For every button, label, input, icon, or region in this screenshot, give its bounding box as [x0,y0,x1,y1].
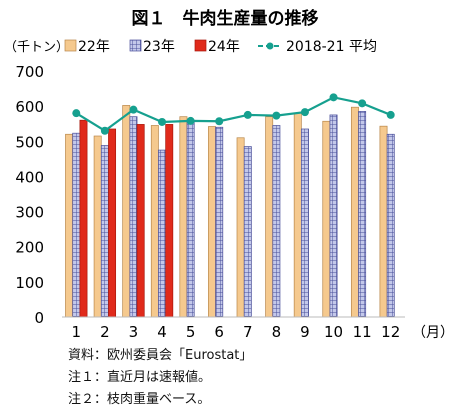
x-tick-label: 10 [324,323,343,341]
average-point [129,105,138,114]
legend-label: 2018-21 平均 [286,39,377,55]
legend-swatch [129,39,142,52]
bar [386,133,395,318]
x-tick-label: 3 [129,323,139,341]
bar [108,128,117,318]
average-point [243,110,252,119]
bars [65,105,395,318]
y-tick-label: 400 [15,168,44,186]
x-axis-ticks: 1 2 3 4 5 6 7 8 9 10 11 12 [72,323,401,341]
legend-swatch [64,39,77,52]
bar [329,114,338,318]
y-tick-label: 100 [15,274,44,292]
bar [358,111,367,318]
x-axis-label: （月） [412,325,450,341]
y-axis-ticks: 0 100 200 300 400 500 600 700 [15,63,44,327]
bar [236,137,245,318]
bar [150,125,159,318]
x-tick-label: 1 [72,323,82,341]
bar [322,120,331,318]
average-point [358,99,367,108]
x-tick-label: 11 [353,323,372,341]
bar [208,126,216,318]
bar [179,116,188,318]
bar [272,125,281,318]
x-tick-label: 7 [243,323,253,341]
x-tick-label: 5 [186,323,196,341]
bar [72,132,81,318]
bar [186,119,195,318]
note-1: 注１：直近月は速報値。 [68,370,212,385]
average-point [186,116,195,125]
legend-swatch [194,39,207,52]
bar [215,126,224,318]
note-source: 資料：欧州委員会「Eurostat」 [68,348,253,363]
x-tick-label: 8 [272,323,282,341]
legend-label: 24年 [208,39,240,55]
x-tick-label: 9 [300,323,310,341]
legend-marker [266,42,274,50]
x-tick-label: 4 [157,323,167,341]
bar [129,116,138,318]
legend-label: 22年 [78,39,110,55]
bar [379,125,388,318]
average-point [272,111,281,120]
note-2: 注２：枝肉重量ベース。 [68,392,211,407]
bar [100,145,109,318]
bar [265,116,274,318]
y-tick-label: 300 [15,204,44,222]
x-tick-label: 12 [381,323,400,341]
bar [158,149,166,318]
y-tick-label: 600 [15,98,44,116]
x-tick-label: 6 [214,323,224,341]
average-line-group [72,93,395,135]
average-point [215,117,224,126]
average-point [158,117,167,126]
chart-title: 図１ 牛肉生産量の推移 [132,8,319,29]
average-line [75,96,392,133]
y-tick-label: 700 [15,63,44,81]
bar [350,106,359,318]
bar [79,119,88,318]
x-tick-label: 2 [100,323,110,341]
bar [165,124,174,318]
average-point [386,110,395,119]
bar [301,128,309,318]
average-point [72,109,81,118]
bar [122,105,131,318]
y-tick-label: 200 [15,239,44,257]
bar [65,133,74,318]
legend-label: 23年 [143,39,175,55]
chart: 図１ 牛肉生産量の推移 （千トン） 22年 23年 24年 2018-21 平均 0 1… [4,8,450,341]
bar [93,135,102,318]
bar [243,146,252,318]
bar [293,112,302,318]
average-point [300,108,309,117]
average-point [329,93,338,102]
source-notes: 資料：欧州委員会「Eurostat」 注１：直近月は速報値。 注２：枝肉重量ベー… [68,345,252,411]
average-point [100,126,109,135]
y-axis-label: （千トン） [4,40,69,55]
legend: 22年 23年 24年 2018-21 平均 [64,39,377,55]
y-tick-label: 500 [15,133,44,151]
bar [136,124,145,318]
y-tick-label: 0 [34,309,44,327]
